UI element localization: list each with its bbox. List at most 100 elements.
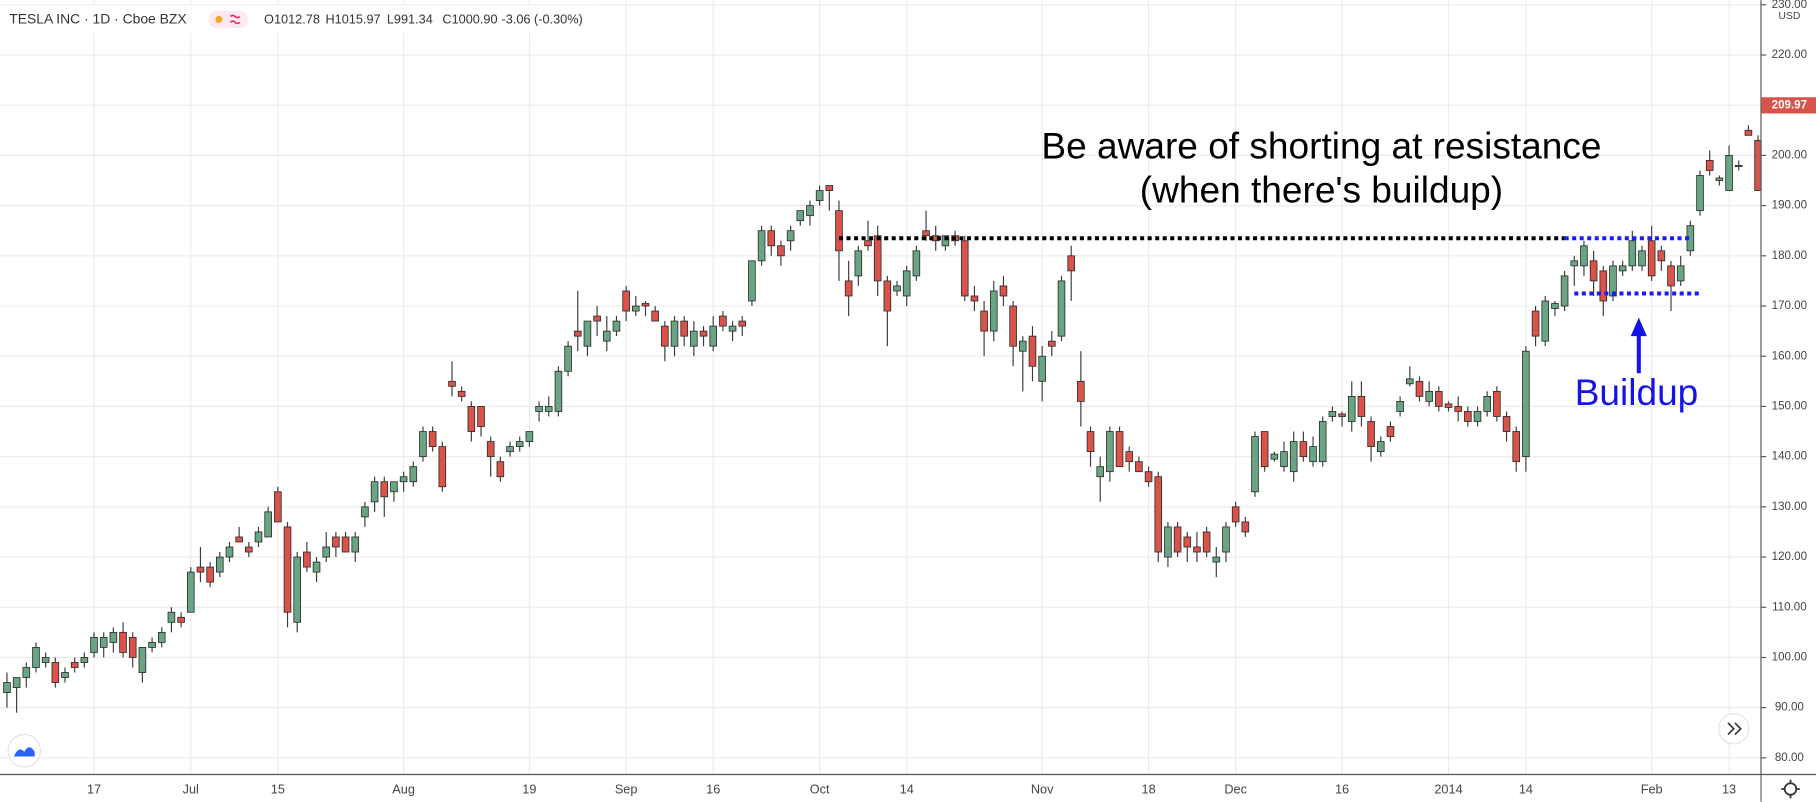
candle-body (12, 677, 21, 688)
candle (148, 637, 156, 653)
candle-body (438, 446, 447, 488)
candle-body (1106, 431, 1114, 473)
candle (796, 210, 805, 226)
candle-body (1493, 390, 1501, 417)
last-price-box (1761, 97, 1816, 114)
candle-body (593, 315, 601, 322)
x-tick-label: 18 (1142, 782, 1156, 797)
scroll-icon[interactable] (1727, 722, 1742, 736)
candle-body (1473, 411, 1482, 422)
candle-body (167, 611, 176, 623)
candle (1222, 521, 1230, 563)
candle (99, 632, 108, 658)
candle-body (1454, 406, 1462, 412)
candle-body (61, 672, 69, 678)
y-tick-label: 170.00 (1772, 300, 1807, 312)
candle-body (1173, 526, 1182, 553)
candle-body (554, 370, 563, 412)
candle-body (3, 682, 11, 694)
candle (1057, 275, 1066, 342)
candle-body (361, 506, 369, 518)
candle (32, 642, 40, 673)
candle-body (1609, 265, 1617, 297)
candle (419, 426, 427, 462)
candle-body (893, 285, 901, 292)
candle (573, 290, 582, 352)
time-axis-panel (0, 775, 1761, 802)
candle (1599, 265, 1608, 317)
candle (1106, 426, 1114, 482)
candle-body (1570, 260, 1579, 267)
settings-button[interactable] (1781, 779, 1800, 799)
candle-body (651, 310, 659, 322)
candle-body (873, 235, 882, 282)
candle-body (1125, 451, 1134, 463)
candle-body (1019, 340, 1027, 352)
grid (0, 0, 1761, 774)
candle-body (1222, 526, 1230, 553)
candle-body (1676, 265, 1685, 282)
candle (90, 632, 98, 658)
candle-body (1580, 245, 1588, 267)
annotation-line-2: (when there's buildup) (1140, 168, 1503, 210)
scroll-button[interactable] (1718, 713, 1750, 745)
candle (1048, 331, 1056, 357)
candle-body (303, 551, 311, 568)
candle-body (1154, 476, 1163, 553)
candle-body (283, 526, 292, 613)
candle-body (796, 210, 805, 222)
x-tick-label: Aug (392, 782, 415, 797)
candle-body (409, 466, 418, 483)
annotation-line-1: Be aware of shorting at resistance (1041, 124, 1601, 166)
candle (196, 547, 205, 583)
candle-body (1734, 165, 1743, 168)
candle (119, 622, 127, 658)
candle (525, 431, 534, 447)
candle-body (496, 461, 505, 478)
ohlc-open: O1012.78 (264, 11, 320, 26)
candle (332, 531, 340, 558)
candle-body (1715, 177, 1724, 181)
candle-body (1144, 471, 1153, 483)
candle (51, 657, 60, 688)
candle-body (1386, 426, 1395, 437)
candle (70, 657, 79, 673)
candle (1135, 456, 1143, 473)
symbol-title: TESLA INC · 1D · Cboe BZX (9, 11, 186, 27)
candle (1493, 386, 1501, 422)
candle-body (583, 320, 592, 347)
candle (738, 316, 747, 337)
logo-button[interactable] (7, 733, 42, 768)
candle (61, 667, 69, 683)
candle (1628, 230, 1637, 271)
logo-circle[interactable] (7, 733, 42, 768)
candle (477, 406, 485, 437)
x-tick-label: 16 (706, 782, 720, 797)
candle-body (941, 235, 950, 247)
candle-body (1725, 155, 1733, 191)
candle-body (177, 616, 185, 623)
y-tick-label: 150.00 (1772, 400, 1807, 412)
candle (670, 316, 679, 357)
candle-body (332, 536, 340, 548)
candle (1744, 125, 1753, 136)
candle-body (1589, 260, 1598, 282)
gear-teeth[interactable] (1781, 779, 1800, 799)
candle-body (90, 636, 98, 653)
candle-body (341, 536, 350, 553)
candle (1435, 386, 1443, 412)
candle (1115, 426, 1124, 468)
candle-body (138, 647, 147, 673)
candle (1638, 245, 1646, 271)
candle (351, 531, 360, 563)
y-tick-label: 160.00 (1772, 350, 1807, 362)
logo-icon[interactable] (13, 747, 35, 757)
candle (748, 260, 756, 307)
candle (1357, 381, 1366, 427)
candle (980, 301, 988, 357)
wave-icon (229, 14, 241, 25)
candle-body (419, 431, 427, 458)
candle (786, 225, 795, 251)
candle (399, 471, 408, 492)
